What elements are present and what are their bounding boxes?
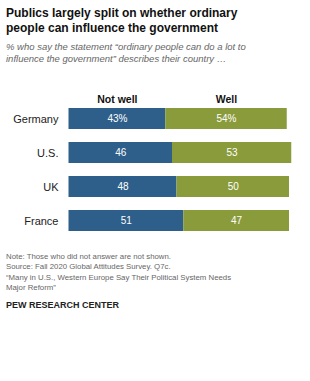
html-text:PEW RESEARCH CENTER: PEW RESEARCH CENTER [6, 299, 119, 310]
svg-text:51: 51 [121, 215, 133, 226]
svg-text:50: 50 [228, 181, 240, 192]
svg-text:France: France [24, 214, 58, 226]
svg-text:U.S.: U.S. [37, 146, 58, 158]
svg-text:43%: 43% [107, 113, 127, 124]
svg-text:Well: Well [216, 93, 237, 105]
svg-text:Not well: Not well [97, 93, 137, 105]
svg-text:UK: UK [43, 180, 59, 192]
svg-text:46: 46 [115, 147, 127, 158]
html-text:Publics largely split on wheth: Publics largely split on whether ordinar… [6, 6, 238, 35]
svg-text:54%: 54% [216, 113, 236, 124]
html-text:% who say the statement “ordin: % who say the statement “ordinary people… [6, 41, 246, 65]
html-text:Note: Those who did not answer: Note: Those who did not answer are not s… [6, 251, 231, 293]
svg-text:48: 48 [117, 181, 129, 192]
svg-text:Germany: Germany [13, 112, 59, 124]
svg-text:53: 53 [227, 147, 239, 158]
svg-text:47: 47 [231, 215, 243, 226]
